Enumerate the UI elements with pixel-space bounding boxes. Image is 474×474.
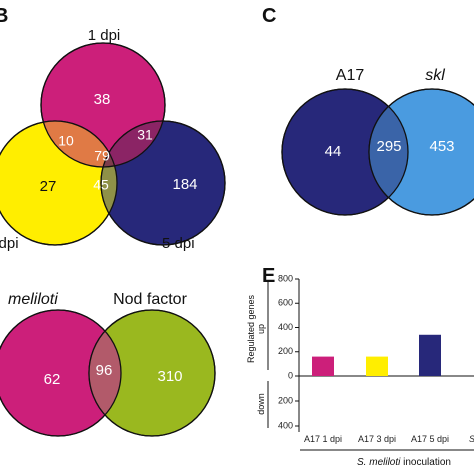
e-ylabel-up: up bbox=[256, 324, 266, 334]
venn-b-count-only-1dpi: 38 bbox=[94, 91, 111, 108]
e-ytick-label: 400 bbox=[278, 420, 293, 430]
venn-b-count-1-5: 31 bbox=[137, 127, 153, 143]
venn-b-label-1dpi: 1 dpi bbox=[88, 27, 121, 44]
e-bar-3 bbox=[419, 334, 441, 376]
venn-c-count-only-skl: 453 bbox=[429, 138, 454, 155]
venn-d-label-nodfactor: Nod factor bbox=[113, 291, 187, 308]
e-ytick-label: 200 bbox=[278, 346, 293, 356]
venn-c-label-a17: A17 bbox=[336, 67, 365, 84]
panel-c: C A17 skl 44 295 453 bbox=[262, 5, 474, 216]
venn-d-count-only-meliloti: 62 bbox=[44, 371, 61, 388]
venn-c-label-skl: skl bbox=[425, 67, 445, 84]
venn-b-count-only-3dpi: 27 bbox=[40, 178, 57, 195]
e-xtick-3: A17 5 dpi bbox=[411, 434, 449, 444]
venn-c-count-both: 295 bbox=[376, 138, 401, 155]
panel-c-letter: C bbox=[262, 5, 276, 27]
panel-b: B 1 dpi 3 dpi 5 dpi 38 27 184 10 31 79 4… bbox=[0, 5, 226, 252]
e-ticks: 800 600 400 200 0 200 400 bbox=[278, 273, 299, 430]
e-bars bbox=[312, 334, 441, 376]
e-bar-2 bbox=[366, 356, 388, 376]
venn-d-label-meliloti: meliloti bbox=[8, 291, 58, 308]
venn-d-count-only-nodfactor: 310 bbox=[157, 368, 182, 385]
venn-c-count-only-a17: 44 bbox=[325, 143, 342, 160]
venn-b-overlap-1-5 bbox=[101, 121, 165, 167]
panel-e-letter: E bbox=[262, 265, 275, 287]
e-ytick-label: 600 bbox=[278, 298, 293, 308]
panel-e: E Regulated genes up down 800 600 400 200 0 2… bbox=[246, 265, 474, 468]
e-ytick-label: 800 bbox=[278, 273, 293, 283]
venn-b-count-only-5dpi: 184 bbox=[172, 176, 197, 193]
panel-d: meliloti Nod factor 62 96 310 bbox=[0, 291, 216, 437]
e-ylabel-down: down bbox=[256, 393, 266, 415]
e-xlabel: S. meliloti inoculation bbox=[357, 457, 451, 468]
venn-d-count-both: 96 bbox=[96, 362, 113, 379]
venn-b-count-1-3: 10 bbox=[58, 133, 74, 149]
panel-b-letter: B bbox=[0, 5, 8, 27]
venn-b-count-all: 79 bbox=[94, 148, 110, 164]
e-xtick-2: A17 3 dpi bbox=[358, 434, 396, 444]
e-bar-1 bbox=[312, 356, 334, 376]
e-ylabel-regulated: Regulated genes bbox=[246, 294, 256, 363]
e-ytick-label: 400 bbox=[278, 322, 293, 332]
e-xtick-1: A17 1 dpi bbox=[304, 434, 342, 444]
e-ytick-label: 0 bbox=[288, 370, 293, 380]
e-xtick-4: S bbox=[469, 434, 474, 444]
venn-b-label-5dpi: 5 dpi bbox=[162, 235, 195, 252]
venn-b-overlap-1-3 bbox=[41, 121, 117, 167]
e-ytick-label: 200 bbox=[278, 395, 293, 405]
venn-b-label-3dpi: 3 dpi bbox=[0, 235, 19, 252]
venn-b-count-3-5: 45 bbox=[93, 177, 109, 193]
